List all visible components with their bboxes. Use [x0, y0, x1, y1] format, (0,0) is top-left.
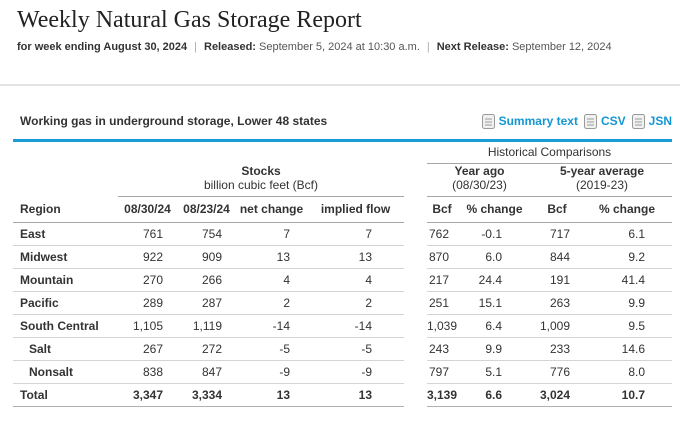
separator: | — [426, 41, 430, 53]
table-row-mountain: Mountain 270 266 4 4 217 24.4 191 41.4 — [13, 268, 672, 292]
csv-label: CSV — [600, 114, 626, 128]
table-toolbar: Working gas in underground storage, Lowe… — [13, 103, 672, 139]
column-group-row: Stocks billion cubic feet (Bcf) Year ago… — [13, 163, 672, 197]
stocks-subtitle: billion cubic feet (Bcf) — [203, 177, 319, 192]
five-year-subtitle: (2019-23) — [575, 177, 629, 192]
table-row-midwest: Midwest 922 909 13 13 870 6.0 844 9.2 — [13, 245, 672, 269]
five-year-title: 5-year average — [559, 163, 645, 178]
year-ago-title: Year ago — [454, 163, 505, 178]
col-implied-flow: implied flow — [307, 196, 404, 223]
col-five-year-bcf: Bcf — [532, 196, 582, 223]
page-title: Weekly Natural Gas Storage Report — [17, 7, 362, 33]
summary-text-label: Summary text — [498, 114, 578, 128]
table-row-east: East 761 754 7 7 762 -0.1 717 6.1 — [13, 222, 672, 246]
report-header: Weekly Natural Gas Storage Report for we… — [0, 0, 680, 86]
separator: | — [194, 41, 197, 53]
table-caption: Working gas in underground storage, Lowe… — [20, 114, 328, 128]
stocks-group-header: Stocks billion cubic feet (Bcf) — [118, 163, 404, 197]
next-release-label: Next Release: — [436, 41, 509, 53]
table-row-pacific: Pacific 289 287 2 2 251 15.1 263 9.9 — [13, 291, 672, 315]
export-links: Summary text CSV JSN — [481, 113, 672, 129]
col-five-year-pct: % change — [582, 196, 672, 223]
storage-report-section: Working gas in underground storage, Lowe… — [13, 103, 672, 407]
stocks-title: Stocks — [241, 163, 281, 178]
col-region: Region — [13, 196, 118, 223]
table-row-nonsalt: Nonsalt 838 847 -9 -9 797 5.1 776 8.0 — [13, 360, 672, 384]
jsn-link[interactable]: JSN — [631, 113, 672, 129]
released-label: Released: — [204, 41, 256, 53]
table-row-south-central: South Central 1,105 1,119 -14 -14 1,039 … — [13, 314, 672, 338]
col-year-ago-bcf: Bcf — [427, 196, 457, 223]
table-row-total: Total 3,347 3,334 13 13 3,139 6.6 3,024 … — [13, 383, 672, 407]
jsn-label: JSN — [648, 114, 672, 128]
year-ago-group-header: Year ago (08/30/23) — [427, 163, 532, 197]
year-ago-subtitle: (08/30/23) — [452, 177, 507, 192]
released-value: September 5, 2024 at 10:30 a.m. — [259, 41, 420, 53]
next-release-value: September 12, 2024 — [511, 41, 612, 53]
report-dates-line: for week ending August 30, 2024 | Released… — [17, 41, 680, 53]
five-year-group-header: 5-year average (2019-23) — [532, 163, 672, 197]
col-current-week: 08/30/24 — [118, 196, 177, 223]
historical-comparisons-header: Historical Comparisons — [427, 142, 672, 164]
document-icon — [583, 113, 597, 129]
summary-text-link[interactable]: Summary text — [481, 113, 578, 129]
col-prior-week: 08/23/24 — [177, 196, 236, 223]
accent-divider — [13, 139, 672, 142]
csv-link[interactable]: CSV — [583, 113, 626, 129]
col-year-ago-pct: % change — [457, 196, 532, 223]
document-icon — [481, 113, 495, 129]
document-icon — [631, 113, 645, 129]
column-header-row: Region 08/30/24 08/23/24 net change impl… — [13, 196, 672, 223]
historical-comparisons-row: Historical Comparisons — [13, 142, 672, 164]
week-ending-text: for week ending August 30, 2024 — [17, 41, 188, 53]
table-row-salt: Salt 267 272 -5 -5 243 9.9 233 14.6 — [13, 337, 672, 361]
storage-table: Historical Comparisons Stocks billion cu… — [13, 142, 672, 407]
col-net-change: net change — [236, 196, 307, 223]
